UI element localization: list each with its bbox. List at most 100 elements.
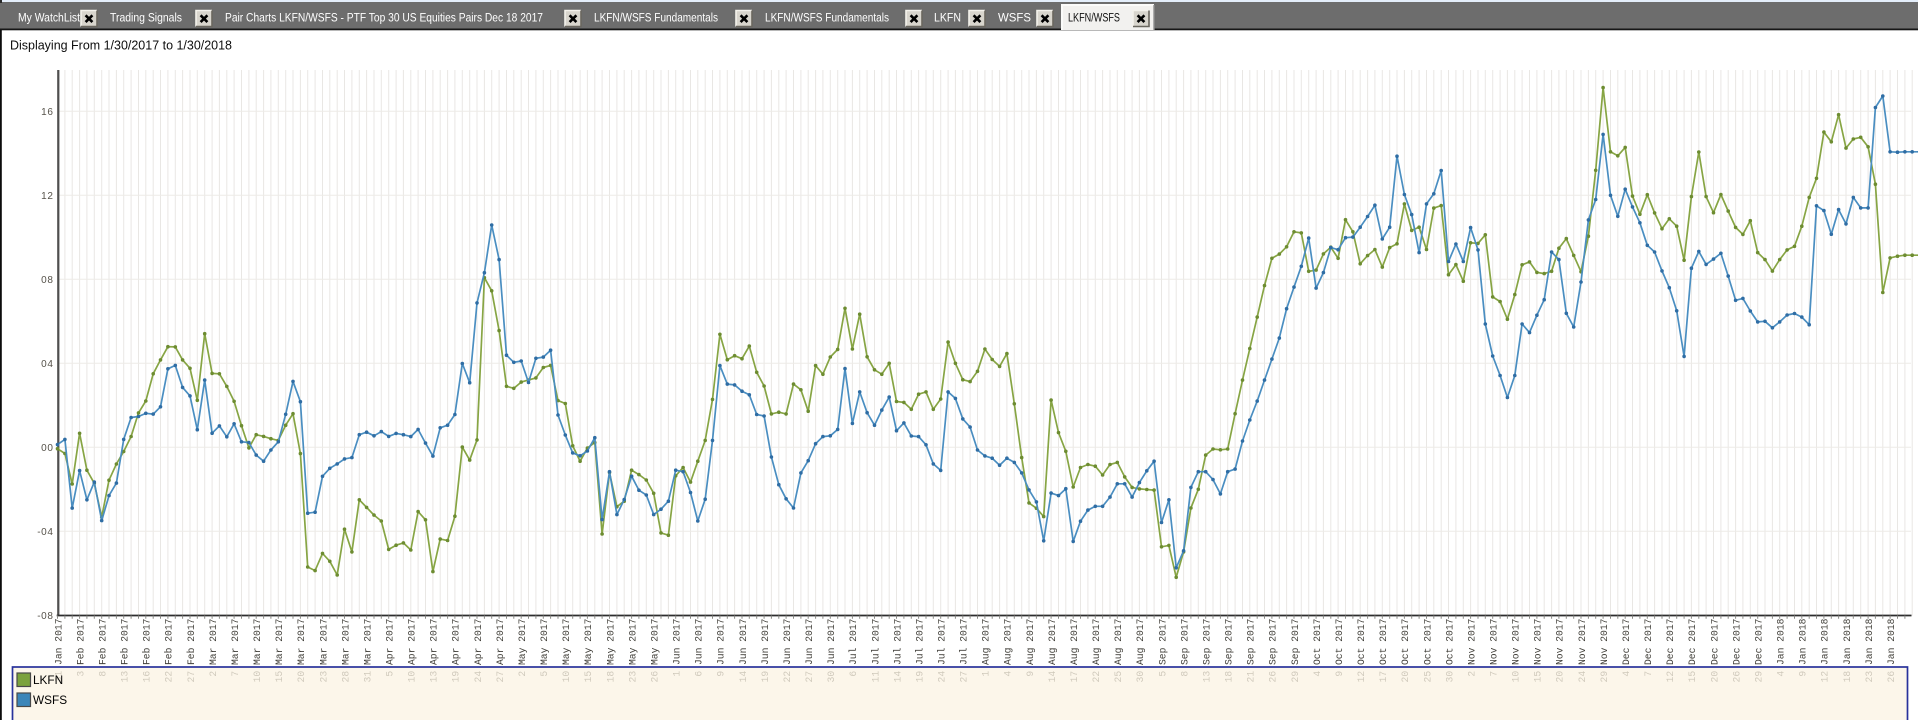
svg-text:9 Jun 2017: 9 Jun 2017 <box>716 618 727 676</box>
svg-text:WSFS: WSFS <box>33 693 67 707</box>
svg-text:17 Aug 2017: 17 Aug 2017 <box>1069 618 1080 682</box>
svg-text:LKFN/WSFS: LKFN/WSFS <box>1068 11 1120 25</box>
svg-text:10 Nov 2017: 10 Nov 2017 <box>1511 618 1522 682</box>
svg-text:20 Dec 2017: 20 Dec 2017 <box>1709 618 1720 682</box>
svg-text:24 Apr 2017: 24 Apr 2017 <box>473 618 484 682</box>
svg-text:00: 00 <box>41 443 53 454</box>
svg-text:1 Jun 2017: 1 Jun 2017 <box>672 618 683 676</box>
svg-text:25 Aug 2017: 25 Aug 2017 <box>1113 618 1124 682</box>
svg-text:13 Feb 2017: 13 Feb 2017 <box>120 618 131 682</box>
svg-text:16 Feb 2017: 16 Feb 2017 <box>142 618 153 682</box>
svg-text:Displaying From 1/30/2017 to 1: Displaying From 1/30/2017 to 1/30/2018 <box>10 39 232 53</box>
svg-text:4 Dec 2017: 4 Dec 2017 <box>1621 618 1632 676</box>
svg-text:13 Sep 2017: 13 Sep 2017 <box>1202 618 1213 682</box>
svg-text:12 Oct 2017: 12 Oct 2017 <box>1356 618 1367 682</box>
svg-text:23 Jan 2018: 23 Jan 2018 <box>1864 618 1875 682</box>
svg-text:31 Jan 2017: 31 Jan 2017 <box>53 618 64 682</box>
svg-text:29 Dec 2017: 29 Dec 2017 <box>1754 618 1765 682</box>
svg-text:9 Oct 2017: 9 Oct 2017 <box>1334 618 1345 676</box>
svg-text:18 May 2017: 18 May 2017 <box>605 618 616 682</box>
svg-text:5 Sep 2017: 5 Sep 2017 <box>1157 618 1168 676</box>
svg-text:WSFS: WSFS <box>998 11 1031 25</box>
svg-text:26 May 2017: 26 May 2017 <box>650 618 661 682</box>
svg-text:30 Jun 2017: 30 Jun 2017 <box>826 618 837 682</box>
svg-text:12: 12 <box>41 191 53 202</box>
svg-text:10 Apr 2017: 10 Apr 2017 <box>407 618 418 682</box>
svg-text:12 Jan 2018: 12 Jan 2018 <box>1820 618 1831 682</box>
svg-text:10 Mar 2017: 10 Mar 2017 <box>252 618 263 682</box>
svg-text:27 Apr 2017: 27 Apr 2017 <box>495 618 506 682</box>
svg-text:24 Jul 2017: 24 Jul 2017 <box>937 618 948 682</box>
svg-text:29 Sep 2017: 29 Sep 2017 <box>1290 618 1301 682</box>
svg-text:9 Jan 2018: 9 Jan 2018 <box>1798 618 1809 676</box>
svg-text:15 May 2017: 15 May 2017 <box>583 618 594 682</box>
svg-text:26 Sep 2017: 26 Sep 2017 <box>1268 618 1279 682</box>
svg-text:17 Oct 2017: 17 Oct 2017 <box>1378 618 1389 682</box>
svg-text:My WatchList: My WatchList <box>18 11 80 25</box>
svg-text:14 Jul 2017: 14 Jul 2017 <box>892 618 903 682</box>
svg-text:21 Sep 2017: 21 Sep 2017 <box>1246 618 1257 682</box>
svg-text:18 Sep 2017: 18 Sep 2017 <box>1224 618 1235 682</box>
svg-text:6 Jun 2017: 6 Jun 2017 <box>694 618 705 676</box>
svg-text:3 Feb 2017: 3 Feb 2017 <box>75 618 86 676</box>
svg-text:20 Mar 2017: 20 Mar 2017 <box>296 618 307 682</box>
svg-text:2 May 2017: 2 May 2017 <box>517 618 528 676</box>
svg-text:-04: -04 <box>37 527 53 538</box>
svg-text:LKFN/WSFS Fundamentals: LKFN/WSFS Fundamentals <box>765 11 889 25</box>
svg-text:27 Feb 2017: 27 Feb 2017 <box>186 618 197 682</box>
svg-text:19 Apr 2017: 19 Apr 2017 <box>451 618 462 682</box>
svg-text:4 Oct 2017: 4 Oct 2017 <box>1312 618 1323 676</box>
svg-text:22 Aug 2017: 22 Aug 2017 <box>1091 618 1102 682</box>
svg-text:27 Jul 2017: 27 Jul 2017 <box>959 618 970 682</box>
svg-text:23 Mar 2017: 23 Mar 2017 <box>318 618 329 682</box>
svg-text:27 Jun 2017: 27 Jun 2017 <box>804 618 815 682</box>
svg-text:24 Nov 2017: 24 Nov 2017 <box>1577 618 1588 682</box>
svg-text:19 Jun 2017: 19 Jun 2017 <box>760 618 771 682</box>
svg-text:1 Aug 2017: 1 Aug 2017 <box>981 618 992 676</box>
svg-text:20 Oct 2017: 20 Oct 2017 <box>1400 618 1411 682</box>
svg-text:2 Nov 2017: 2 Nov 2017 <box>1466 618 1477 676</box>
svg-text:15 Dec 2017: 15 Dec 2017 <box>1687 618 1698 682</box>
svg-text:08: 08 <box>41 275 53 286</box>
svg-text:13 Apr 2017: 13 Apr 2017 <box>429 618 440 682</box>
svg-text:22 Jun 2017: 22 Jun 2017 <box>782 618 793 682</box>
svg-text:7 Mar 2017: 7 Mar 2017 <box>230 618 241 676</box>
svg-text:14 Aug 2017: 14 Aug 2017 <box>1047 618 1058 682</box>
svg-text:30 Aug 2017: 30 Aug 2017 <box>1135 618 1146 682</box>
svg-text:25 Oct 2017: 25 Oct 2017 <box>1422 618 1433 682</box>
svg-text:15 Nov 2017: 15 Nov 2017 <box>1533 618 1544 682</box>
svg-text:7 Dec 2017: 7 Dec 2017 <box>1643 618 1654 676</box>
svg-text:26 Jan 2018: 26 Jan 2018 <box>1886 618 1897 682</box>
svg-text:23 May 2017: 23 May 2017 <box>627 618 638 682</box>
svg-text:5 Apr 2017: 5 Apr 2017 <box>385 618 396 676</box>
svg-text:30 Oct 2017: 30 Oct 2017 <box>1444 618 1455 682</box>
svg-text:Pair Charts LKFN/WSFS - PTF To: Pair Charts LKFN/WSFS - PTF Top 30 US Eq… <box>225 11 543 25</box>
svg-text:15 Mar 2017: 15 Mar 2017 <box>274 618 285 682</box>
svg-text:31 Mar 2017: 31 Mar 2017 <box>362 618 373 682</box>
svg-text:4 Jan 2018: 4 Jan 2018 <box>1776 618 1787 676</box>
svg-text:6 Jul 2017: 6 Jul 2017 <box>848 618 859 676</box>
svg-text:28 Mar 2017: 28 Mar 2017 <box>340 618 351 682</box>
svg-text:26 Dec 2017: 26 Dec 2017 <box>1731 618 1742 682</box>
svg-text:04: 04 <box>41 359 53 370</box>
svg-text:20 Nov 2017: 20 Nov 2017 <box>1555 618 1566 682</box>
svg-text:8 Feb 2017: 8 Feb 2017 <box>98 618 109 676</box>
svg-text:11 Jul 2017: 11 Jul 2017 <box>870 618 881 682</box>
svg-text:2 Mar 2017: 2 Mar 2017 <box>208 618 219 676</box>
svg-text:-08: -08 <box>37 611 53 622</box>
svg-text:LKFN: LKFN <box>33 673 63 687</box>
svg-text:14 Jun 2017: 14 Jun 2017 <box>738 618 749 682</box>
svg-text:9 Aug 2017: 9 Aug 2017 <box>1025 618 1036 676</box>
svg-text:22 Feb 2017: 22 Feb 2017 <box>164 618 175 682</box>
svg-text:7 Nov 2017: 7 Nov 2017 <box>1489 618 1500 676</box>
svg-text:8 Sep 2017: 8 Sep 2017 <box>1179 618 1190 676</box>
svg-text:19 Jul 2017: 19 Jul 2017 <box>914 618 925 682</box>
svg-text:18 Jan 2018: 18 Jan 2018 <box>1842 618 1853 682</box>
svg-text:12 Dec 2017: 12 Dec 2017 <box>1665 618 1676 682</box>
svg-text:16: 16 <box>41 107 53 118</box>
svg-text:Trading Signals: Trading Signals <box>110 11 182 25</box>
svg-text:5 May 2017: 5 May 2017 <box>539 618 550 676</box>
svg-text:10 May 2017: 10 May 2017 <box>561 618 572 682</box>
svg-text:29 Nov 2017: 29 Nov 2017 <box>1599 618 1610 682</box>
svg-text:4 Aug 2017: 4 Aug 2017 <box>1003 618 1014 676</box>
